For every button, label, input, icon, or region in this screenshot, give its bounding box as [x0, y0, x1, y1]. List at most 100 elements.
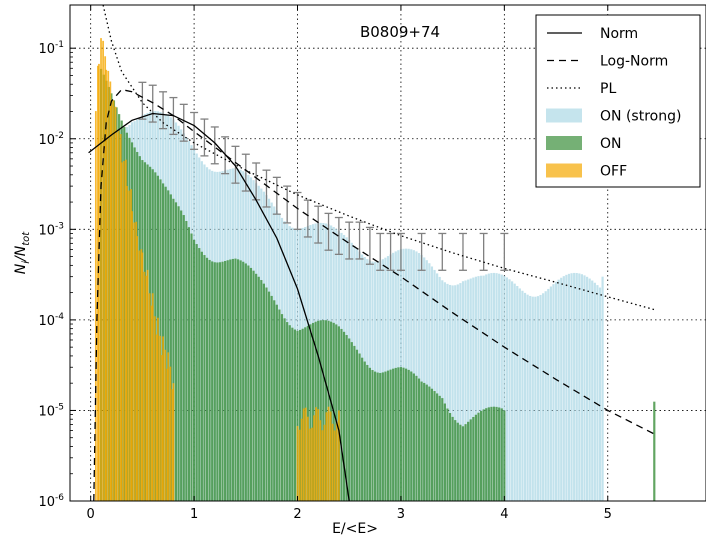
histogram-bar: [275, 304, 278, 501]
axis-ticks: 0 1 2 3 4 510-610-510-410-310-210-1: [38, 5, 612, 522]
histogram-bar: [306, 325, 309, 501]
histogram-bar: [185, 221, 188, 501]
histogram-bar: [265, 287, 268, 501]
histogram-bar: [410, 371, 413, 501]
y-tick-label: 10-2: [38, 131, 64, 148]
x-tick-label: 5: [604, 507, 612, 522]
histogram-bar: [182, 215, 185, 501]
y-tick-label-base: 10: [38, 133, 55, 148]
histogram-bar: [570, 273, 573, 501]
histogram-bar: [459, 283, 462, 501]
y-axis-title: Ni/Ntot: [13, 231, 32, 275]
histogram-bar: [301, 328, 304, 501]
legend: Norm Log-Norm PL ON (strong) ON OFF: [535, 14, 701, 188]
histogram-bar: [244, 263, 247, 501]
histogram-bar: [492, 406, 496, 501]
x-axis-title: E/<E>: [332, 521, 378, 537]
histogram-bar: [505, 277, 509, 501]
histogram-bar: [122, 160, 125, 501]
histogram-bar: [319, 420, 322, 501]
histogram-bar: [128, 190, 130, 501]
y-axis-title-sub-i: i: [21, 261, 32, 264]
histogram-bar: [260, 280, 263, 501]
histogram-bar: [249, 267, 253, 501]
legend-label: Norm: [600, 26, 638, 42]
histogram-bar: [321, 430, 324, 501]
histogram-bar: [472, 277, 475, 501]
histogram-bar: [224, 260, 227, 501]
histogram-bar: [495, 273, 498, 501]
histogram-bar: [557, 279, 560, 501]
histogram-bar: [148, 293, 151, 501]
histogram-bar: [361, 357, 364, 501]
x-tick-label: 0: [87, 507, 95, 522]
histogram-bar: [500, 408, 503, 501]
histogram-bar: [216, 262, 219, 501]
histogram-bar: [472, 416, 475, 501]
histogram-bar: [255, 273, 258, 501]
legend-swatch-on: [546, 136, 582, 150]
histogram-bar: [330, 321, 333, 501]
histogram-bar: [529, 295, 532, 501]
histogram-bar: [454, 285, 457, 501]
legend-label: ON: [600, 136, 622, 152]
histogram-bar: [575, 273, 578, 501]
histogram-bar: [298, 329, 302, 501]
y-tick-label-base: 10: [38, 314, 55, 329]
legend-label: ON (strong): [600, 109, 681, 125]
histogram-bar: [513, 283, 516, 501]
histogram-bar: [192, 239, 196, 501]
histogram-bar: [500, 274, 503, 501]
histogram-bar: [313, 415, 315, 501]
histogram-bar: [376, 372, 379, 501]
histogram-bar: [155, 334, 158, 501]
histogram-bar: [485, 274, 488, 501]
curve-pl: [102, 5, 655, 311]
histogram-bar: [389, 369, 392, 501]
y-axis-title-sub-tot: tot: [21, 231, 32, 246]
y-tick-label: 10-4: [38, 312, 64, 329]
histogram-bar: [454, 420, 457, 501]
y-tick-label: 10-1: [38, 40, 64, 57]
histogram-bar: [490, 406, 493, 501]
curve-log-norm: [93, 88, 655, 501]
y-axis-title-slash: /: [13, 255, 29, 263]
histogram-bar: [345, 335, 348, 501]
histogram-bar: [211, 261, 214, 501]
histogram-bar: [404, 368, 408, 501]
histogram-bar: [221, 261, 224, 501]
x-tick-label: 3: [397, 507, 405, 522]
histogram-bar: [417, 253, 421, 501]
histogram-bar: [474, 276, 478, 501]
histogram-bar: [487, 407, 490, 501]
histogram-bar: [110, 101, 113, 501]
histogram-bar: [159, 335, 161, 501]
histogram-bar: [425, 384, 428, 501]
y-axis-title-main: N: [13, 263, 29, 274]
histogram-bar: [270, 295, 273, 501]
histogram-bar: [436, 393, 439, 501]
histogram-bar: [366, 364, 369, 501]
histogram-bar: [112, 100, 115, 501]
histogram-bar: [174, 202, 178, 501]
histogram-bar: [135, 221, 138, 501]
histogram-bar: [298, 429, 301, 501]
histogram-bar: [516, 286, 519, 501]
histogram-bar: [492, 272, 496, 501]
histogram-bar: [591, 280, 594, 501]
histogram-bar: [583, 275, 586, 501]
histogram-bar: [293, 329, 297, 501]
histogram-bar: [145, 275, 148, 501]
y-tick-label: 10-5: [38, 402, 64, 419]
histogram-bar: [309, 324, 312, 501]
histogram-bar: [578, 273, 581, 501]
histogram-bar: [443, 403, 446, 501]
histogram-bar: [503, 410, 506, 501]
fit-curves: [88, 5, 655, 501]
histogram-bar: [436, 273, 439, 501]
histogram-bar: [335, 421, 338, 501]
histogram-bar: [443, 282, 446, 501]
histogram-bar: [456, 422, 459, 501]
histogram-bar: [169, 194, 172, 501]
x-tick-label: 4: [500, 507, 508, 522]
